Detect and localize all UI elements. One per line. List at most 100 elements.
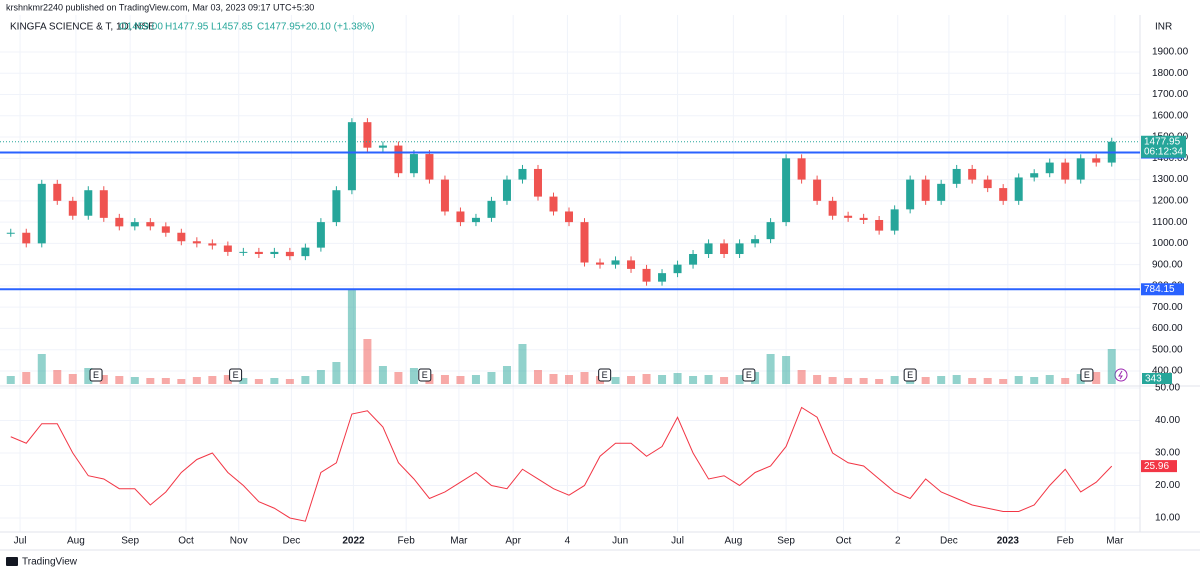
indicator-tag: 25.96 <box>1144 461 1169 472</box>
candle-body <box>999 188 1008 201</box>
symbol: KINGFA SCIENCE & T, 1D, NSE <box>10 22 155 33</box>
y-tick-label: 1800.00 <box>1152 68 1189 79</box>
candle-body <box>797 158 806 180</box>
candle-body <box>906 179 915 210</box>
volume-bar <box>828 377 837 384</box>
volume-bar <box>177 379 186 384</box>
ohlc-high: H1477.95 <box>165 22 209 33</box>
event-box <box>89 368 103 382</box>
footer: TradingView <box>22 557 78 568</box>
grid <box>0 15 1140 532</box>
x-tick-label: Jul <box>14 536 27 547</box>
volume-bar <box>502 366 511 384</box>
volume-bar <box>983 378 992 384</box>
y-tick-label: 30.00 <box>1155 448 1180 459</box>
event-label: E <box>746 370 752 380</box>
volume-bar <box>813 375 822 384</box>
volume-bar <box>332 362 341 384</box>
y-tick-label: 1700.00 <box>1152 89 1189 100</box>
x-tick-label: Jun <box>612 536 628 547</box>
candle-body <box>332 190 341 223</box>
volume-bar <box>797 370 806 384</box>
volume-bar <box>658 375 667 384</box>
volume-bar <box>518 344 527 384</box>
volume-tag-group: 343 <box>1142 373 1172 385</box>
volume-bar <box>84 368 93 384</box>
candle-body <box>285 251 294 257</box>
x-tick-label: Mar <box>450 536 468 547</box>
event-label: E <box>602 370 608 380</box>
volume-bar <box>254 379 263 384</box>
candle-body <box>316 222 325 248</box>
y-tick-label: 40.00 <box>1155 415 1180 426</box>
candle-body <box>1014 177 1023 201</box>
volume-bar <box>68 374 77 384</box>
candle-body <box>533 168 542 197</box>
event-label: E <box>907 370 913 380</box>
candle-body <box>347 122 356 191</box>
volume-bar <box>440 375 449 384</box>
x-tick-label: 2 <box>895 536 901 547</box>
candle-body <box>254 251 263 255</box>
candle-body <box>782 158 791 223</box>
volume-bar <box>952 375 961 384</box>
candle-body <box>937 183 946 201</box>
candle-body <box>502 179 511 201</box>
candle-body <box>37 183 46 244</box>
volume-bar <box>565 375 573 384</box>
candle-body <box>720 243 729 255</box>
x-tick-label: Dec <box>940 536 958 547</box>
volume-bar <box>487 372 496 384</box>
volume-bar <box>766 354 775 384</box>
volume-bar <box>1014 376 1023 384</box>
candle-body <box>1030 173 1039 178</box>
volume-bar <box>1092 372 1101 384</box>
y-tick-label: 400.00 <box>1152 366 1183 377</box>
event-label: E <box>233 370 239 380</box>
event-label: E <box>93 370 99 380</box>
volume-bar <box>704 375 713 384</box>
y-tick-label: 1900.00 <box>1152 47 1189 58</box>
indicator-line <box>10 406 1113 522</box>
volume-bar <box>1061 378 1070 384</box>
y-tick-label: 500.00 <box>1152 344 1183 355</box>
candle-body <box>161 226 170 233</box>
x-tick-label: 4 <box>565 536 571 547</box>
event-box <box>418 368 432 382</box>
volume-bar <box>844 378 853 384</box>
volume-bar <box>223 375 232 384</box>
candle-body <box>53 183 62 201</box>
event-box <box>903 368 917 382</box>
candle-body <box>1076 158 1085 180</box>
candle-body <box>68 200 77 216</box>
volume-bar <box>409 368 418 384</box>
candle-body <box>192 241 201 244</box>
volume-bar <box>859 378 868 384</box>
ohlc-close: C1477.95 <box>257 22 301 33</box>
x-tick-label: Oct <box>178 536 194 547</box>
y-tick-label: 50.00 <box>1155 383 1180 394</box>
candle-body <box>363 122 372 148</box>
volume-bar <box>285 379 294 384</box>
candle-body <box>115 217 124 227</box>
x-tick-label: Feb <box>1057 536 1075 547</box>
candle-body <box>580 222 589 263</box>
volume-bar <box>363 339 372 384</box>
volume-bar <box>627 376 636 384</box>
candle-body <box>766 222 775 240</box>
volume-tag: 343 <box>1145 374 1162 385</box>
volume-bar <box>611 377 620 384</box>
candle-body <box>983 179 992 189</box>
countdown: 06:12:34 <box>1144 146 1183 157</box>
candle-body <box>921 179 930 201</box>
hline-tag-bg <box>1141 283 1184 296</box>
x-tick-label: 2022 <box>342 536 365 547</box>
volume-bar <box>394 372 403 384</box>
volume-bar <box>456 376 465 384</box>
candle-body <box>1045 162 1054 174</box>
candle-body <box>611 260 620 265</box>
candle-body <box>549 196 558 212</box>
candle-body <box>6 232 15 234</box>
candle-body <box>99 190 108 218</box>
